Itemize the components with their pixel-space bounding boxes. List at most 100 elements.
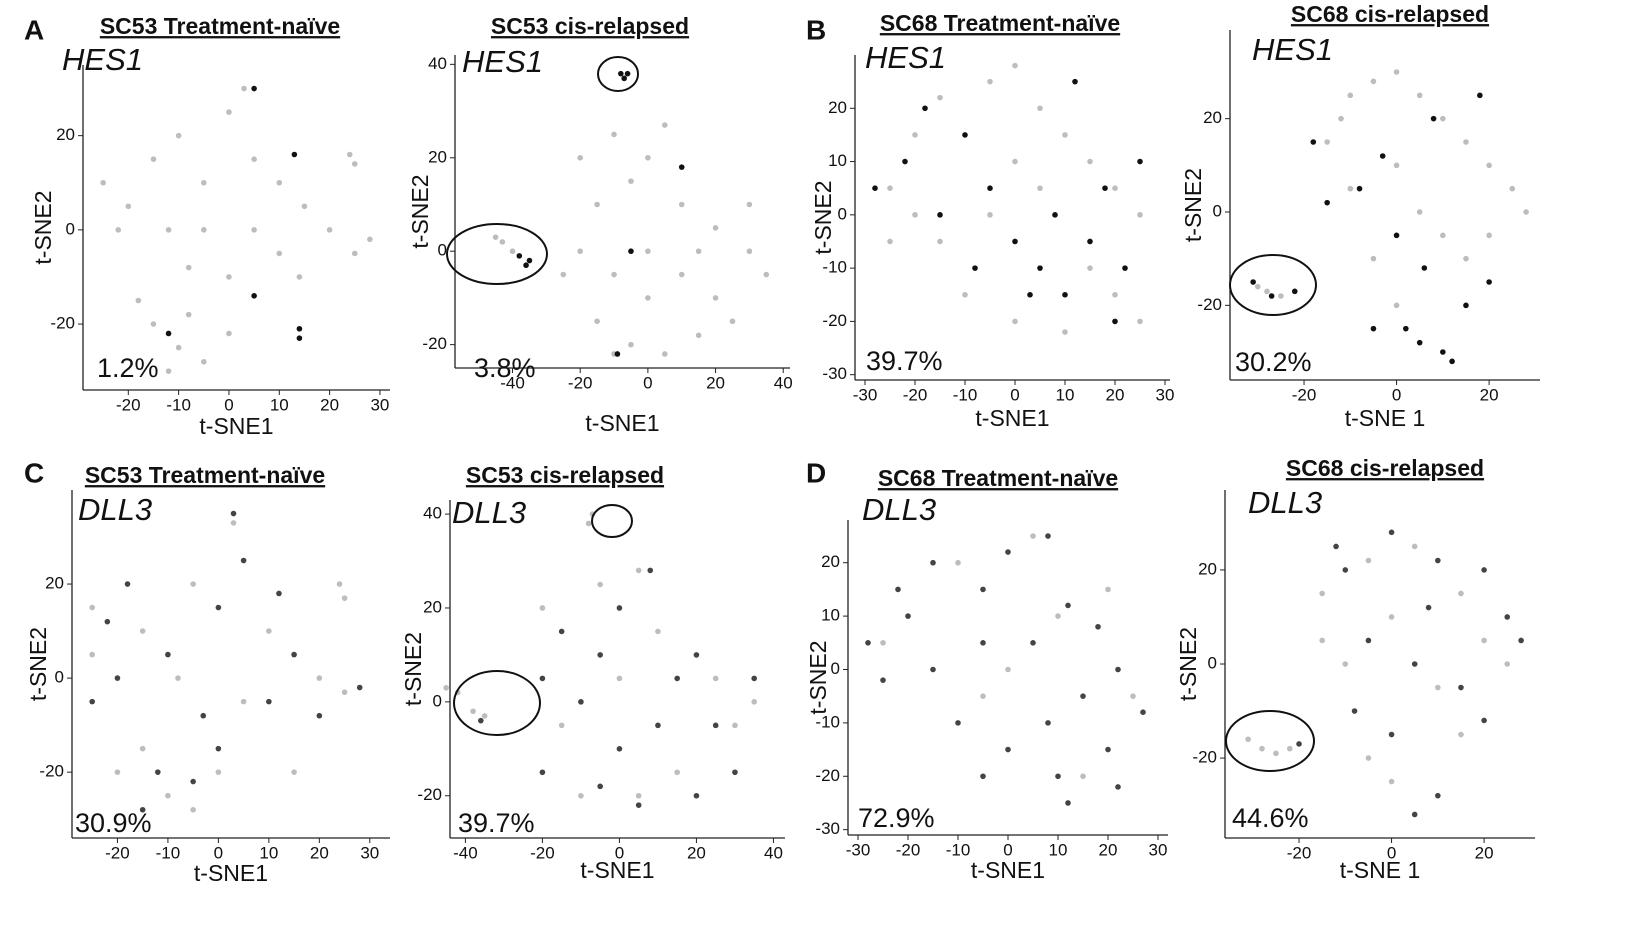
point bbox=[1105, 746, 1111, 753]
panel-title: SC68 cis-relapsed bbox=[1286, 455, 1484, 481]
y-tick-label: 0 bbox=[838, 204, 847, 223]
point bbox=[1245, 736, 1251, 743]
point bbox=[1045, 533, 1051, 539]
panel-letter: A bbox=[24, 14, 44, 45]
x-tick-label: 30 bbox=[370, 395, 389, 414]
point bbox=[1296, 741, 1302, 747]
panel-title: SC53 Treatment-naïve bbox=[100, 13, 340, 39]
point bbox=[539, 769, 546, 776]
y-tick-label: 40 bbox=[423, 504, 442, 523]
point bbox=[1319, 590, 1325, 597]
point bbox=[972, 265, 978, 271]
point bbox=[251, 292, 257, 299]
point bbox=[980, 693, 986, 699]
panel-title: SC53 Treatment-naïve bbox=[85, 462, 325, 488]
point bbox=[251, 227, 257, 233]
gene-label: DLL3 bbox=[78, 492, 152, 527]
point bbox=[316, 712, 323, 719]
point bbox=[100, 179, 106, 186]
point bbox=[291, 651, 297, 658]
y-tick-label: 10 bbox=[821, 606, 840, 625]
point bbox=[341, 689, 348, 696]
point bbox=[367, 236, 373, 243]
point bbox=[1481, 637, 1487, 644]
point bbox=[1037, 185, 1043, 191]
point bbox=[1403, 325, 1409, 332]
point bbox=[200, 179, 207, 186]
x-axis-label: t-SNE1 bbox=[580, 857, 654, 883]
y-axis-label: t-SNE2 bbox=[1180, 168, 1206, 242]
point bbox=[1486, 162, 1492, 169]
y-axis-label: t-SNE2 bbox=[400, 632, 426, 706]
point bbox=[336, 581, 343, 587]
x-tick-label: 10 bbox=[1056, 385, 1075, 404]
point bbox=[346, 151, 353, 158]
point bbox=[614, 351, 621, 357]
cluster-circle bbox=[591, 504, 633, 538]
point bbox=[628, 341, 634, 348]
point bbox=[912, 212, 918, 218]
point bbox=[240, 557, 247, 564]
point bbox=[1379, 153, 1386, 159]
point bbox=[678, 201, 685, 208]
point bbox=[678, 271, 685, 278]
x-tick-label: -20 bbox=[105, 843, 130, 862]
y-axis-label: t-SNE2 bbox=[1175, 627, 1201, 701]
y-tick-label: 0 bbox=[1208, 653, 1217, 672]
point bbox=[266, 628, 272, 634]
point bbox=[635, 802, 642, 808]
point bbox=[1351, 708, 1358, 714]
y-tick-label: -20 bbox=[1197, 295, 1222, 314]
point bbox=[661, 122, 668, 128]
point bbox=[987, 212, 993, 218]
point bbox=[1356, 185, 1363, 192]
x-tick-label: 40 bbox=[774, 373, 793, 392]
point bbox=[291, 151, 298, 158]
y-tick-label: -20 bbox=[1192, 748, 1217, 767]
point bbox=[962, 291, 968, 298]
point bbox=[351, 161, 358, 167]
point bbox=[1012, 318, 1018, 325]
y-tick-label: -20 bbox=[815, 766, 840, 785]
point bbox=[577, 154, 584, 161]
point bbox=[175, 132, 182, 139]
point bbox=[1440, 115, 1446, 122]
point bbox=[645, 295, 651, 301]
x-tick-label: -30 bbox=[853, 385, 878, 404]
x-tick-label: 0 bbox=[1387, 843, 1396, 862]
point bbox=[880, 677, 886, 683]
y-tick-label: 20 bbox=[1203, 108, 1222, 127]
point bbox=[1342, 661, 1349, 667]
y-tick-label: -10 bbox=[815, 712, 840, 731]
point bbox=[635, 567, 642, 574]
point bbox=[1411, 661, 1418, 667]
point bbox=[1045, 720, 1051, 726]
point bbox=[1030, 639, 1036, 646]
point bbox=[616, 746, 623, 752]
x-tick-label: 20 bbox=[1106, 385, 1125, 404]
point bbox=[190, 581, 196, 587]
point bbox=[165, 368, 172, 374]
point bbox=[578, 699, 584, 705]
y-tick-label: 20 bbox=[56, 125, 75, 144]
point bbox=[125, 203, 132, 210]
x-tick-label: 0 bbox=[224, 395, 233, 414]
point bbox=[560, 271, 567, 278]
point bbox=[276, 179, 283, 186]
point bbox=[516, 253, 523, 259]
point bbox=[1347, 185, 1354, 192]
point bbox=[492, 234, 499, 240]
point bbox=[1440, 349, 1446, 355]
point bbox=[1112, 291, 1118, 298]
point bbox=[987, 78, 993, 85]
y-tick-label: -20 bbox=[417, 785, 442, 804]
x-tick-label: 0 bbox=[643, 373, 652, 392]
x-tick-label: -40 bbox=[453, 843, 478, 862]
point bbox=[1137, 318, 1143, 325]
point bbox=[1324, 199, 1330, 206]
x-tick-label: 10 bbox=[1049, 840, 1068, 859]
point bbox=[226, 109, 232, 115]
percent-label: 30.2% bbox=[1235, 347, 1312, 377]
point bbox=[499, 239, 506, 245]
point bbox=[729, 318, 736, 325]
